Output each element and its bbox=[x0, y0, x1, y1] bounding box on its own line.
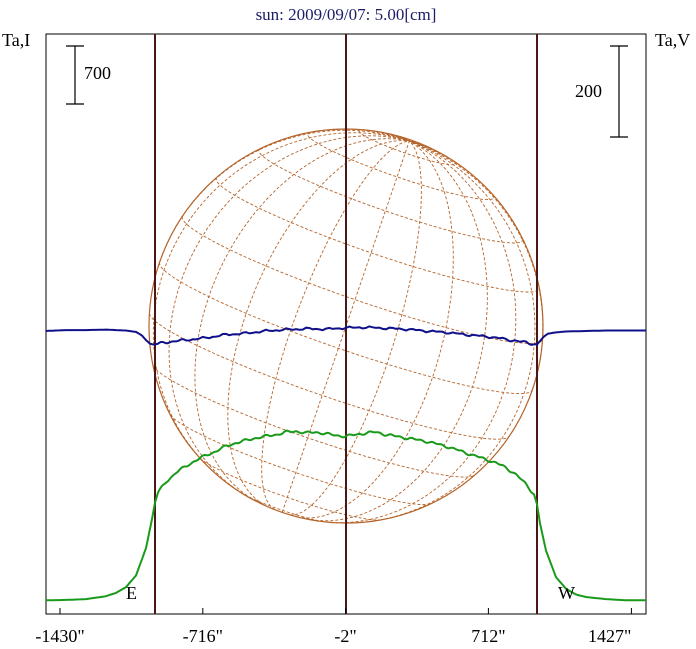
latitude-line bbox=[199, 457, 381, 521]
longitude-line bbox=[409, 140, 544, 390]
x-tick-label: -716" bbox=[183, 626, 223, 646]
x-tick-label: -1430" bbox=[35, 626, 84, 646]
longitude-line bbox=[261, 140, 410, 510]
x-axis-ticks: -1430" -716" -2" 712" 1427" bbox=[35, 608, 632, 646]
x-tick-label: -2" bbox=[334, 626, 356, 646]
right-scale-bar: 200 bbox=[575, 45, 628, 138]
latitude-line bbox=[148, 313, 510, 440]
longitude-line bbox=[152, 132, 410, 466]
left-scale-label: 700 bbox=[84, 63, 111, 83]
east-limb-label: E bbox=[126, 583, 137, 603]
left-scale-bar: 700 bbox=[66, 45, 111, 105]
longitude-line bbox=[194, 138, 410, 502]
latitude-line bbox=[152, 365, 475, 478]
longitude-line bbox=[404, 137, 410, 142]
longitude-line bbox=[289, 140, 422, 516]
longitude-line bbox=[375, 130, 410, 142]
longitude-line bbox=[370, 140, 536, 522]
longitude-line bbox=[296, 140, 454, 519]
series-line-polarization bbox=[45, 325, 646, 346]
west-limb-label: W bbox=[558, 583, 575, 603]
latitude-line bbox=[169, 414, 431, 506]
longitude-line bbox=[409, 140, 415, 142]
longitude-line bbox=[409, 140, 479, 181]
right-scale-label: 200 bbox=[575, 81, 602, 101]
x-tick-label: 712" bbox=[471, 626, 505, 646]
longitude-line bbox=[409, 140, 443, 155]
longitude-line bbox=[409, 140, 431, 149]
left-axis-label: Ta,I bbox=[2, 30, 30, 50]
solar-disk-grid bbox=[148, 128, 544, 524]
longitude-line bbox=[227, 140, 410, 508]
longitude-line bbox=[159, 129, 410, 263]
latitude-line bbox=[215, 177, 540, 293]
longitude-line bbox=[325, 140, 517, 524]
series-layer bbox=[45, 325, 646, 602]
longitude-line bbox=[310, 140, 488, 522]
chart-title: sun: 2009/09/07: 5.00[cm] bbox=[256, 5, 437, 24]
longitude-line bbox=[388, 133, 410, 142]
longitude-line bbox=[281, 140, 410, 513]
latitude-line bbox=[181, 216, 543, 344]
right-axis-label: Ta,V bbox=[655, 30, 690, 50]
series-line-intensity bbox=[46, 429, 646, 602]
longitude-line bbox=[168, 135, 410, 494]
latitude-line bbox=[258, 148, 524, 244]
limb-markers bbox=[154, 34, 538, 614]
latitude-line bbox=[307, 131, 495, 201]
x-tick-label: 1427" bbox=[588, 626, 631, 646]
